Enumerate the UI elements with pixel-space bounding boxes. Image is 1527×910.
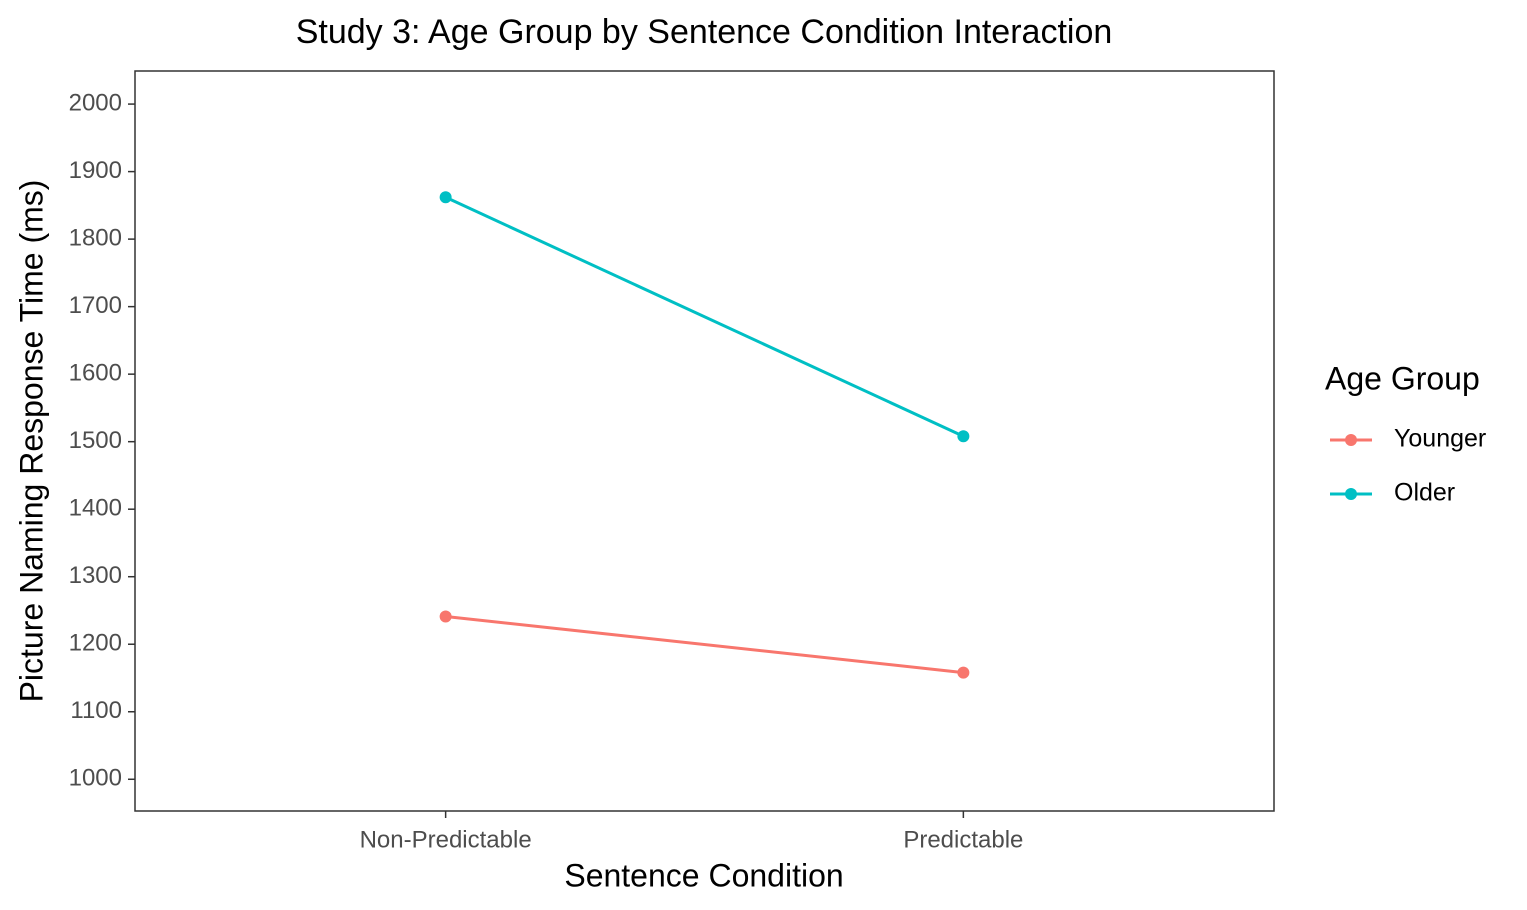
data-point — [439, 191, 452, 204]
y-tick-label: 2000 — [69, 89, 122, 116]
legend-key-point — [1345, 488, 1357, 500]
panel-border — [134, 70, 1275, 812]
data-point — [439, 610, 452, 623]
legend-title: Age Group — [1325, 360, 1480, 396]
y-tick-label: 1600 — [69, 360, 122, 387]
x-tick-label: Predictable — [903, 826, 1023, 853]
series-line — [445, 615, 964, 675]
chart-title: Study 3: Age Group by Sentence Condition… — [296, 13, 1113, 51]
y-tick-label: 1000 — [69, 765, 122, 792]
series-line — [445, 195, 964, 438]
y-tick-label: 1700 — [69, 292, 122, 319]
x-tick-label: Non-Predictable — [360, 826, 532, 853]
y-tick-label: 1100 — [70, 697, 122, 724]
data-point — [957, 666, 970, 679]
y-tick-label: 1400 — [69, 495, 122, 522]
y-tick-label: 1900 — [69, 157, 122, 184]
y-tick-label: 1300 — [69, 562, 122, 589]
legend-label: Younger — [1394, 425, 1486, 453]
y-axis-title: Picture Naming Response Time (ms) — [13, 180, 49, 703]
legend-label: Older — [1394, 479, 1455, 507]
y-tick-label: 1800 — [69, 224, 122, 251]
legend-key-point — [1345, 434, 1357, 446]
y-tick-label: 1200 — [69, 630, 122, 657]
x-axis-title: Sentence Condition — [564, 857, 843, 893]
data-point — [957, 430, 970, 443]
y-tick-label: 1500 — [69, 427, 122, 454]
